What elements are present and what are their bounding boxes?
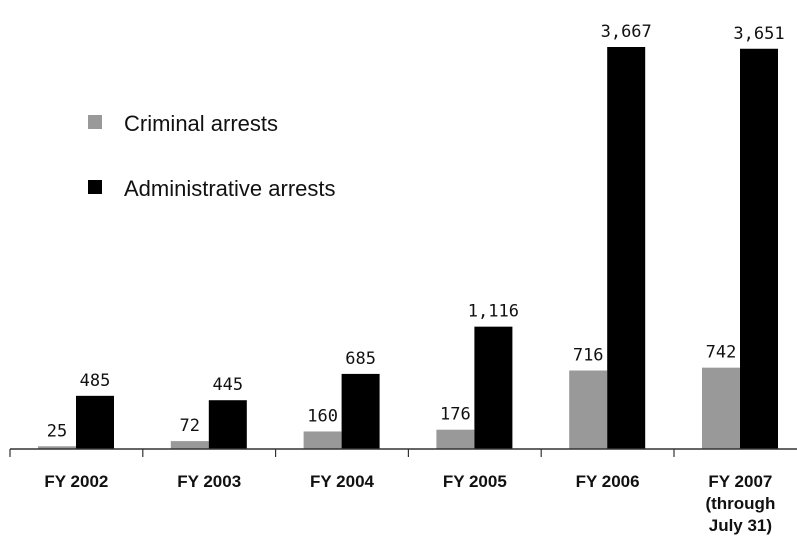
- bar-criminal-arrests-fy-2002: [38, 446, 76, 449]
- data-label-criminal-arrests-fy-2003: 72: [180, 416, 200, 436]
- bar-administrative-arrests-fy-2002: [76, 395, 114, 449]
- bar-criminal-arrests-fy-2004: [303, 431, 342, 449]
- bars: [38, 47, 778, 449]
- bar-administrative-arrests-fy-2005: [474, 326, 513, 449]
- legend-swatch-criminal-arrests: [88, 115, 102, 129]
- x-tick-label-fy-2006: FY 2006: [576, 472, 640, 491]
- value-labels: 25 485 72 445 160 685 176 1,116 716 3,667 742 3,651: [47, 22, 785, 441]
- data-label-criminal-arrests-fy-2007: 742: [706, 343, 737, 363]
- bar-administrative-arrests-fy-2006: [607, 47, 646, 449]
- x-tick-label-fy-2007: FY 2007 (through July 31): [705, 472, 775, 535]
- data-label-administrative-arrests-fy-2004: 685: [345, 349, 376, 369]
- data-label-criminal-arrests-fy-2006: 716: [573, 346, 604, 366]
- legend-label-administrative-arrests: Administrative arrests: [124, 176, 336, 201]
- bar-administrative-arrests-fy-2003: [208, 400, 247, 449]
- data-label-administrative-arrests-fy-2006: 3,667: [601, 22, 652, 42]
- x-tick-label-fy-2002: FY 2002: [44, 472, 108, 491]
- legend: Criminal arrests Administrative arrests: [88, 111, 336, 201]
- x-axis: FY 2002 FY 2003 FY 2004 FY 2005 FY 2006 FY 20…: [9, 448, 797, 535]
- bar-criminal-arrests-fy-2007: [702, 367, 740, 449]
- bar-criminal-arrests-fy-2006: [569, 370, 608, 449]
- data-label-criminal-arrests-fy-2002: 25: [47, 421, 67, 441]
- bar-criminal-arrests-fy-2003: [170, 441, 209, 449]
- legend-swatch-administrative-arrests: [88, 180, 102, 194]
- data-label-administrative-arrests-fy-2003: 445: [212, 375, 243, 395]
- bar-criminal-arrests-fy-2005: [436, 429, 475, 449]
- data-label-administrative-arrests-fy-2005: 1,116: [468, 302, 519, 322]
- bar-administrative-arrests-fy-2004: [341, 373, 380, 449]
- x-tick-label-fy-2003: FY 2003: [177, 472, 241, 491]
- data-label-criminal-arrests-fy-2004: 160: [307, 406, 338, 426]
- legend-label-criminal-arrests: Criminal arrests: [124, 111, 278, 136]
- data-label-administrative-arrests-fy-2007: 3,651: [733, 24, 784, 44]
- x-tick-label-fy-2004: FY 2004: [310, 472, 375, 491]
- bar-administrative-arrests-fy-2007: [740, 48, 778, 449]
- data-label-administrative-arrests-fy-2002: 485: [80, 371, 111, 391]
- data-label-criminal-arrests-fy-2005: 176: [440, 405, 471, 425]
- x-tick-label-fy-2005: FY 2005: [443, 472, 507, 491]
